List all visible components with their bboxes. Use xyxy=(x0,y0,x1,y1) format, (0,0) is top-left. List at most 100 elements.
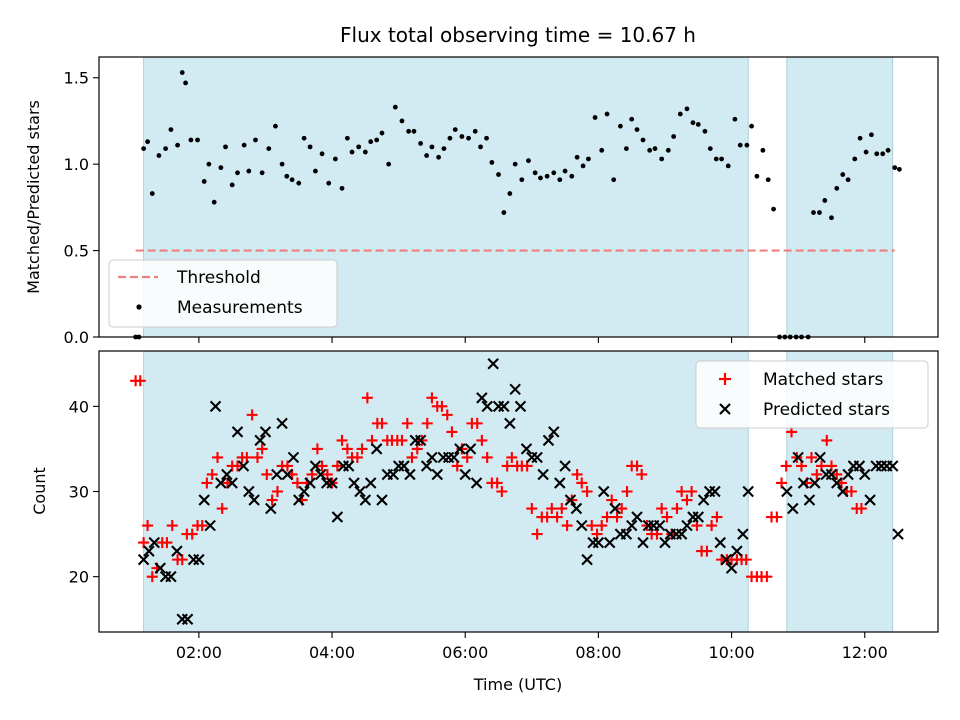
measurement-point xyxy=(519,177,525,183)
measurement-point xyxy=(760,147,766,153)
matched-star-marker xyxy=(142,520,154,532)
legend-measurements-label: Measurements xyxy=(177,298,303,318)
top-panel: 0.0 0.5 1.0 1.5 Matched/Predicted stars Thr… xyxy=(24,56,939,347)
predicted-star-marker xyxy=(276,417,288,430)
predicted-star-marker xyxy=(609,502,621,515)
matched-star-marker xyxy=(636,468,648,480)
matched-star-marker xyxy=(476,434,488,446)
predicted-star-marker xyxy=(564,494,577,506)
measurement-point xyxy=(665,147,671,153)
measurement-point xyxy=(874,151,880,157)
matched-star-marker xyxy=(216,503,228,515)
matched-star-marker xyxy=(821,434,833,446)
measurement-point xyxy=(551,170,557,176)
measurement-point xyxy=(557,177,563,183)
y-tick-label: 1.0 xyxy=(64,155,89,174)
matched-star-marker xyxy=(616,503,628,515)
predicted-star-marker xyxy=(504,417,516,430)
measurement-point xyxy=(149,191,155,196)
measurement-point xyxy=(229,182,235,188)
measurement-point xyxy=(719,156,724,162)
predicted-star-marker xyxy=(509,383,521,396)
predicted-star-marker xyxy=(742,485,754,498)
matched-star-marker xyxy=(501,460,513,472)
predicted-star-marker xyxy=(537,468,549,481)
predicted-star-marker xyxy=(498,400,510,413)
measurement-point xyxy=(840,172,846,177)
observing-spans xyxy=(143,350,894,633)
predicted-star-marker xyxy=(825,468,838,481)
matched-star-marker xyxy=(251,451,263,463)
measurement-point xyxy=(241,142,247,148)
predicted-star-marker xyxy=(342,460,355,472)
measurement-point xyxy=(459,134,465,139)
predicted-star-marker xyxy=(831,477,843,489)
predicted-star-marker xyxy=(376,494,388,506)
predicted-star-marker xyxy=(720,553,732,566)
measurement-point xyxy=(702,128,708,134)
matched-star-marker xyxy=(232,460,244,472)
predicted-star-marker xyxy=(221,468,233,481)
matched-star-marker xyxy=(266,494,278,506)
predicted-star-marker xyxy=(404,468,416,481)
matched-star-marker xyxy=(446,426,458,438)
measurement-point xyxy=(466,135,471,141)
measurement-point xyxy=(586,156,591,162)
matched-star-marker xyxy=(576,477,588,489)
predicted-star-marker xyxy=(520,443,533,455)
measurement-point xyxy=(532,170,538,176)
predicted-star-marker xyxy=(837,485,849,498)
predicted-star-marker xyxy=(231,426,244,438)
predicted-star-marker xyxy=(603,536,616,549)
matched-star-marker xyxy=(176,554,188,566)
y-tick-label: 0.5 xyxy=(64,242,89,261)
matched-star-marker xyxy=(531,528,543,540)
measurement-point xyxy=(647,147,653,153)
measurement-point xyxy=(188,137,194,143)
x-tick-label: 08:00 xyxy=(575,643,621,662)
predicted-star-marker xyxy=(431,468,444,481)
predicted-star-marker xyxy=(309,460,322,472)
predicted-star-marker xyxy=(204,519,216,532)
measurement-point xyxy=(195,137,200,143)
matched-star-marker xyxy=(361,392,373,404)
predicted-star-markers xyxy=(137,358,904,625)
legend-matched-label: Matched stars xyxy=(763,370,883,390)
predicted-star-marker xyxy=(470,477,483,489)
measurement-point xyxy=(223,144,228,150)
measurement-point xyxy=(156,153,162,158)
matched-star-marker xyxy=(581,486,593,497)
matched-star-marker xyxy=(316,460,328,472)
measurement-point xyxy=(732,116,738,122)
measurement-point xyxy=(713,156,719,162)
measurement-point xyxy=(896,166,902,172)
measurement-point xyxy=(362,149,368,155)
measurement-point xyxy=(175,142,180,148)
predicted-star-marker xyxy=(842,468,854,481)
predicted-star-marker xyxy=(576,519,588,532)
predicted-star-marker xyxy=(554,477,566,489)
predicted-star-marker xyxy=(414,434,427,447)
measurement-point xyxy=(284,173,290,179)
measurement-point xyxy=(604,111,610,117)
predicted-star-marker xyxy=(886,460,899,472)
measurement-point xyxy=(472,128,478,134)
measurement-point xyxy=(489,160,495,165)
matched-star-marker xyxy=(271,486,283,497)
measurement-point xyxy=(496,172,501,177)
measurement-point xyxy=(418,141,424,146)
measurement-point xyxy=(339,185,345,191)
predicted-star-marker xyxy=(620,528,633,540)
legend-threshold-label: Threshold xyxy=(176,268,261,288)
matched-star-marker xyxy=(661,511,673,523)
bottom-y-axis-label: Count xyxy=(30,467,49,515)
matched-star-marker xyxy=(671,503,683,515)
matched-star-marker xyxy=(196,520,208,532)
legend-predicted-swatch xyxy=(719,403,731,415)
predicted-star-marker xyxy=(364,477,377,489)
legend-predicted-label: Predicted stars xyxy=(763,400,890,420)
measurement-point xyxy=(206,161,212,167)
matched-star-marker xyxy=(401,417,413,429)
measurement-point xyxy=(145,139,151,145)
matched-star-marker xyxy=(611,511,623,523)
